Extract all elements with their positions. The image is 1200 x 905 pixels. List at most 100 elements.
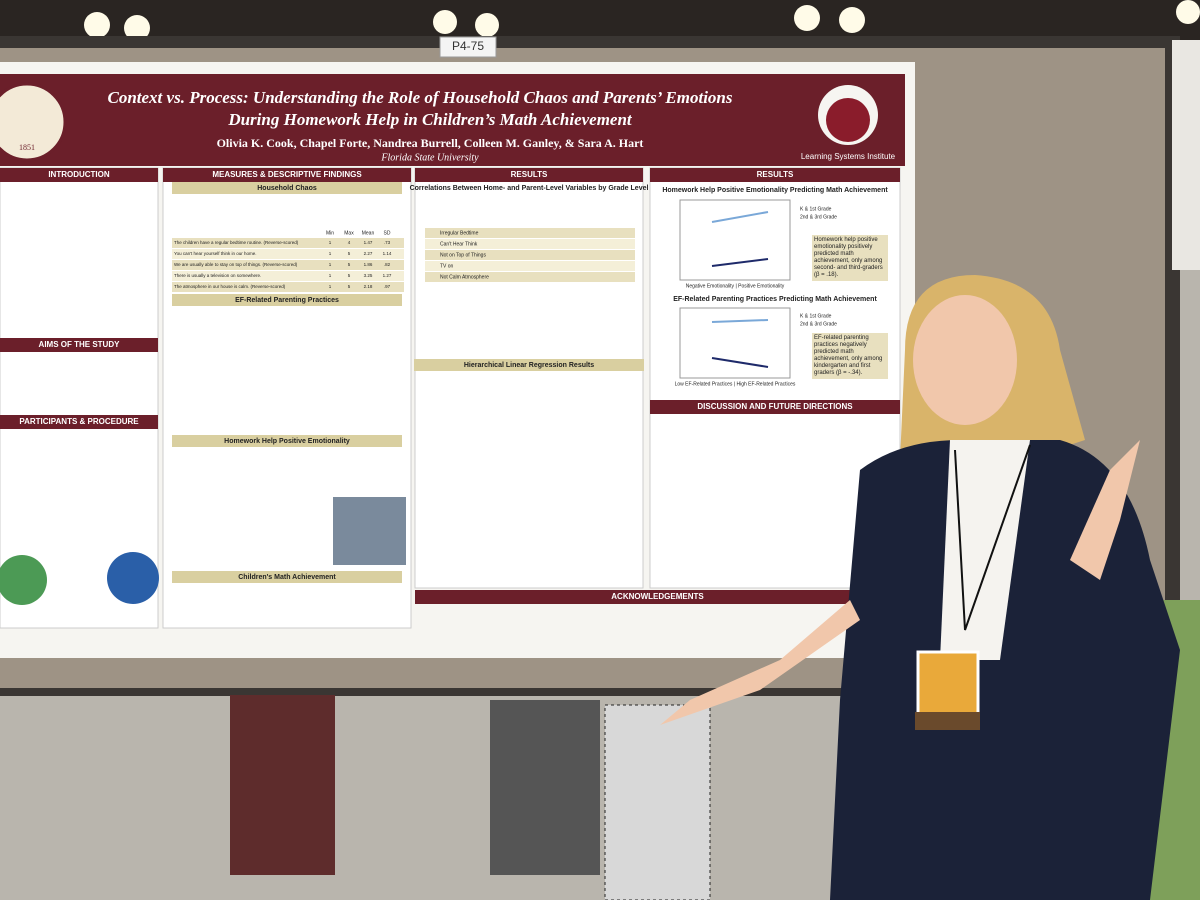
institute-logo xyxy=(826,98,870,142)
legend-entry: 2nd & 3rd Grade xyxy=(800,214,837,220)
section-header: MEASURES & DESCRIPTIVE FINDINGS xyxy=(212,170,362,179)
section-header-bar xyxy=(0,338,158,352)
photo xyxy=(333,497,406,565)
table-cell: 1 xyxy=(329,251,332,256)
poster-affiliation: Florida State University xyxy=(380,152,479,163)
poster-authors: Olivia K. Cook, Chapel Forte, Nandrea Bu… xyxy=(217,136,644,150)
table-cell: 2.18 xyxy=(364,284,373,289)
subheading: EF-Related Parenting Practices xyxy=(235,297,339,304)
table-cell: 1.14 xyxy=(383,251,392,256)
table-cell: There is usually a television on somewhe… xyxy=(174,273,261,278)
section-header-bar xyxy=(650,168,900,182)
table-header: SD xyxy=(384,230,391,236)
seal xyxy=(0,82,67,162)
mini-chart xyxy=(679,199,791,281)
table-header: Mean xyxy=(362,230,375,236)
table-cell: .82 xyxy=(384,262,391,267)
subheading: Homework Help Positive Emotionality xyxy=(224,438,350,445)
belt xyxy=(915,712,980,730)
table-cell: 5 xyxy=(348,262,351,267)
lights xyxy=(84,0,1200,41)
table-cell: Not Calm Atmosphere xyxy=(440,274,489,280)
table-row xyxy=(172,238,404,248)
poster-title: Context vs. Process: Understanding the R… xyxy=(108,88,733,107)
table-cell: Not on Top of Things xyxy=(440,252,486,258)
subheading-bar xyxy=(172,571,402,583)
table-row xyxy=(172,249,404,259)
table-row xyxy=(172,271,404,281)
table-cell: 1.27 xyxy=(383,273,392,278)
table-cell: 1 xyxy=(329,240,332,245)
extended-hand xyxy=(660,600,860,725)
table-cell: 1 xyxy=(329,273,332,278)
table-cell: 5 xyxy=(348,284,351,289)
lanyard xyxy=(954,444,1031,631)
board-label-card xyxy=(439,36,497,58)
table-cell: .73 xyxy=(384,240,391,245)
section-header: AIMS OF THE STUDY xyxy=(39,340,121,349)
subheading: Children's Math Achievement xyxy=(238,574,336,581)
ceiling xyxy=(0,0,1200,40)
subheading-bar xyxy=(172,182,402,194)
table-cell: You can't hear yourself think in our hom… xyxy=(174,251,257,256)
chart-line xyxy=(711,258,769,267)
table-row xyxy=(425,261,635,271)
mini-chart xyxy=(679,307,791,379)
section-header: PARTICIPANTS & PROCEDURE xyxy=(19,417,139,426)
section-header: ACKNOWLEDGEMENTS xyxy=(611,592,704,601)
chart-line xyxy=(711,211,769,223)
section-header-bar xyxy=(0,415,158,429)
table-cell: 1 xyxy=(329,284,332,289)
table-cell: 3.25 xyxy=(364,273,373,278)
chart-x-label: Low EF-Related Practices | High EF-Relat… xyxy=(675,381,796,387)
subheading: EF-Related Parenting Practices Predictin… xyxy=(673,296,877,303)
table-cell: 5 xyxy=(348,273,351,278)
table-cell: TV on xyxy=(440,263,454,269)
table-row xyxy=(172,282,404,292)
table-cell: Irregular Bedtime xyxy=(440,230,479,236)
visitor-legs xyxy=(230,695,335,875)
table-cell: We are usually able to stay on top of th… xyxy=(174,262,298,267)
table-row xyxy=(425,272,635,282)
section-header-bar xyxy=(415,590,900,604)
table-header: Min xyxy=(326,230,334,236)
legend-entry: K & 1st Grade xyxy=(800,313,832,319)
section-header: DISCUSSION AND FUTURE DIRECTIONS xyxy=(697,402,853,411)
table-row xyxy=(425,239,635,249)
table-cell: The children have a regular bedtime rout… xyxy=(174,240,299,245)
table-cell: 1 xyxy=(329,262,332,267)
table-cell: .97 xyxy=(384,284,391,289)
poster-header xyxy=(0,74,905,166)
chart-note: EF-related parenting practices negativel… xyxy=(812,333,888,379)
chart-line xyxy=(711,319,769,323)
wall xyxy=(1172,40,1200,270)
table-cell: The atmosphere in our house is calm. (Re… xyxy=(174,284,286,289)
chart-note: Homework help positive emotionality posi… xyxy=(812,235,888,281)
subheading: Household Chaos xyxy=(257,185,317,192)
visitor-legs xyxy=(604,704,711,901)
subheading: Homework Help Positive Emotionality Pred… xyxy=(662,187,888,194)
table-cell: 1.86 xyxy=(364,262,373,267)
section-header: RESULTS xyxy=(511,170,548,179)
section-header: INTRODUCTION xyxy=(48,170,110,179)
table-cell: 5 xyxy=(348,251,351,256)
chart-note-box: EF-related parenting practices negativel… xyxy=(812,333,888,379)
table-cell: Can't Hear Think xyxy=(440,241,478,247)
table-row xyxy=(172,260,404,270)
face xyxy=(913,295,1017,425)
section-header-bar xyxy=(0,168,158,182)
section-header: RESULTS xyxy=(757,170,794,179)
pie-chart xyxy=(107,552,159,604)
chart-note-box: Homework help positive emotionality posi… xyxy=(812,235,888,281)
institute-name: Learning Systems Institute xyxy=(801,152,896,161)
table-cell: 2.27 xyxy=(364,251,373,256)
shirt xyxy=(940,440,1030,660)
seal-year: 1851 xyxy=(19,143,35,152)
table-row xyxy=(425,250,635,260)
chart-x-label: Negative Emotionality | Positive Emotion… xyxy=(686,283,785,289)
name-badge xyxy=(916,650,980,716)
table-row xyxy=(425,228,635,238)
section-header-bar xyxy=(415,168,643,182)
table-header: Max xyxy=(344,230,354,236)
